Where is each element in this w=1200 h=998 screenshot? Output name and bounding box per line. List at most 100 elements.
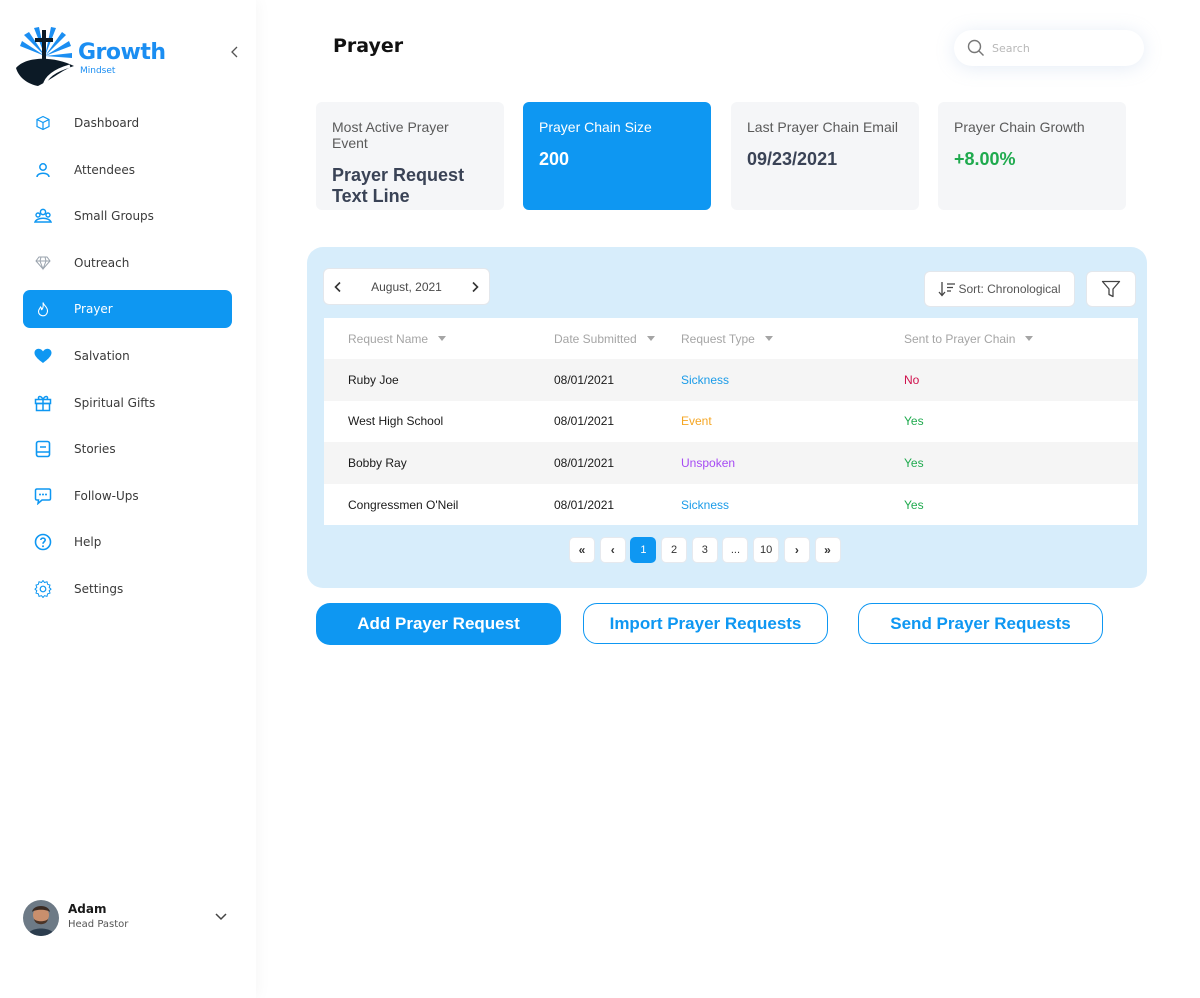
sidebar-item-salvation[interactable]: Salvation — [23, 337, 232, 375]
sidebar-item-spiritual-gifts[interactable]: Spiritual Gifts — [23, 384, 232, 422]
sidebar-item-label: Help — [74, 535, 102, 550]
sent-status-cell: Yes — [904, 497, 924, 512]
table-header-row: Request Name Date Submitted Request Type… — [324, 318, 1138, 359]
sort-caret-icon — [764, 336, 773, 341]
sidebar-item-label: Spiritual Gifts — [74, 395, 156, 410]
stat-label: Most Active Prayer Event — [332, 119, 449, 151]
brand-name: Growth — [78, 40, 166, 65]
page-button[interactable]: 1 — [630, 537, 657, 563]
gear-icon — [33, 579, 53, 599]
stat-label: Last Prayer Chain Email — [747, 119, 898, 135]
next-month-button[interactable] — [461, 269, 489, 304]
sidebar-item-label: Dashboard — [74, 116, 140, 130]
cross-sunburst-icon — [16, 27, 74, 87]
column-header-date-submitted[interactable]: Date Submitted — [554, 332, 655, 346]
sidebar-item-label: Stories — [74, 442, 116, 457]
sent-status-cell: Yes — [904, 414, 924, 429]
diamond-icon — [33, 253, 53, 273]
request-type-cell: Sickness — [681, 497, 730, 512]
prev-page-button[interactable]: ‹ — [599, 537, 626, 563]
brand-logo[interactable]: Growth Mindset — [14, 26, 214, 88]
column-header-sent-to-chain[interactable]: Sent to Prayer Chain — [904, 332, 1034, 346]
request-type-cell: Unspoken — [681, 455, 736, 470]
table-row[interactable]: Congressmen O'Neil 08/01/2021 Sickness Y… — [324, 483, 1138, 526]
prayer-requests-table: Request Name Date Submitted Request Type… — [324, 318, 1138, 526]
month-selector: August, 2021 — [323, 268, 490, 305]
request-name-cell: Bobby Ray — [348, 455, 407, 470]
stat-label: Prayer Chain Size — [539, 119, 652, 135]
page-button[interactable]: 10 — [753, 537, 780, 563]
search-icon — [967, 39, 984, 56]
collapse-sidebar-button[interactable] — [226, 42, 244, 62]
next-page-button[interactable]: › — [783, 537, 810, 563]
prev-month-button[interactable] — [324, 269, 352, 304]
sidebar-item-label: Small Groups — [74, 209, 154, 224]
chevron-down-icon[interactable] — [213, 908, 229, 924]
date-cell: 08/01/2021 — [554, 497, 615, 512]
add-prayer-request-button[interactable]: Add Prayer Request — [316, 603, 561, 645]
gift-icon — [33, 393, 53, 413]
search-input[interactable] — [992, 41, 1132, 55]
chat-icon — [33, 486, 53, 506]
sidebar: Growth Mindset Dashboard Attendees Small… — [0, 0, 256, 998]
sidebar-item-attendees[interactable]: Attendees — [23, 151, 232, 189]
request-name-cell: Ruby Joe — [348, 372, 399, 387]
sort-icon — [938, 282, 956, 297]
table-row[interactable]: West High School 08/01/2021 Event Yes — [324, 400, 1138, 443]
sidebar-item-label: Outreach — [74, 255, 130, 270]
sidebar-item-dashboard[interactable]: Dashboard — [23, 104, 232, 142]
table-row[interactable]: Bobby Ray 08/01/2021 Unspoken Yes — [324, 442, 1138, 484]
request-name-cell: West High School — [348, 414, 444, 429]
date-cell: 08/01/2021 — [554, 372, 615, 387]
sort-caret-icon — [646, 336, 655, 341]
brand-tagline: Mindset — [80, 66, 116, 76]
request-name-cell: Congressmen O'Neil — [348, 497, 459, 512]
column-header-request-name[interactable]: Request Name — [348, 331, 447, 346]
search-box[interactable] — [954, 30, 1144, 66]
stat-value: +8.00% — [954, 149, 1016, 169]
column-header-request-type[interactable]: Request Type — [681, 332, 773, 346]
sidebar-item-prayer[interactable]: Prayer — [23, 290, 232, 329]
first-page-button[interactable]: « — [569, 537, 595, 563]
sidebar-nav: Dashboard Attendees Small Groups Outreac… — [23, 104, 232, 617]
chevron-left-icon — [334, 281, 341, 292]
sidebar-item-outreach[interactable]: Outreach — [23, 244, 232, 282]
request-type-cell: Event — [681, 414, 712, 429]
sidebar-item-settings[interactable]: Settings — [23, 570, 232, 608]
sent-status-cell: No — [904, 372, 920, 387]
group-icon — [33, 206, 53, 226]
sidebar-item-small-groups[interactable]: Small Groups — [23, 197, 232, 235]
user-role: Head Pastor — [68, 919, 129, 930]
page-button[interactable]: 3 — [691, 537, 718, 563]
sidebar-item-label: Attendees — [74, 162, 136, 177]
stat-card-last-email: Last Prayer Chain Email 09/23/2021 — [731, 102, 919, 210]
sort-button[interactable]: Sort: Chronological — [924, 271, 1075, 307]
import-prayer-requests-button[interactable]: Import Prayer Requests — [583, 603, 828, 644]
stat-label: Prayer Chain Growth — [954, 119, 1085, 135]
page-button[interactable]: 2 — [661, 537, 688, 563]
book-icon — [33, 439, 53, 459]
filter-button[interactable] — [1086, 271, 1136, 307]
sidebar-item-stories[interactable]: Stories — [23, 430, 232, 468]
user-profile[interactable]: Adam Head Pastor — [23, 898, 235, 938]
flame-icon — [33, 299, 53, 319]
stat-value: 200 — [539, 149, 570, 169]
stat-card-chain-size: Prayer Chain Size 200 — [523, 102, 711, 210]
user-name: Adam — [68, 902, 107, 916]
sent-status-cell: Yes — [904, 455, 924, 470]
sort-caret-icon — [1025, 336, 1034, 341]
date-cell: 08/01/2021 — [554, 414, 615, 429]
sidebar-item-help[interactable]: Help — [23, 523, 232, 561]
chevron-left-icon — [231, 46, 238, 58]
column-header-label: Request Name — [348, 331, 429, 346]
sidebar-item-label: Prayer — [74, 302, 113, 317]
sidebar-item-label: Follow-Ups — [74, 488, 139, 503]
stat-value: 09/23/2021 — [747, 149, 838, 169]
sidebar-item-follow-ups[interactable]: Follow-Ups — [23, 477, 232, 515]
pagination: « ‹ 1 2 3 ... 10 › » — [569, 537, 845, 563]
last-page-button[interactable]: » — [814, 537, 841, 563]
stat-card-chain-growth: Prayer Chain Growth +8.00% — [938, 102, 1126, 210]
filter-icon — [1101, 280, 1121, 298]
send-prayer-requests-button[interactable]: Send Prayer Requests — [858, 603, 1103, 644]
table-row[interactable]: Ruby Joe 08/01/2021 Sickness No — [324, 359, 1138, 401]
